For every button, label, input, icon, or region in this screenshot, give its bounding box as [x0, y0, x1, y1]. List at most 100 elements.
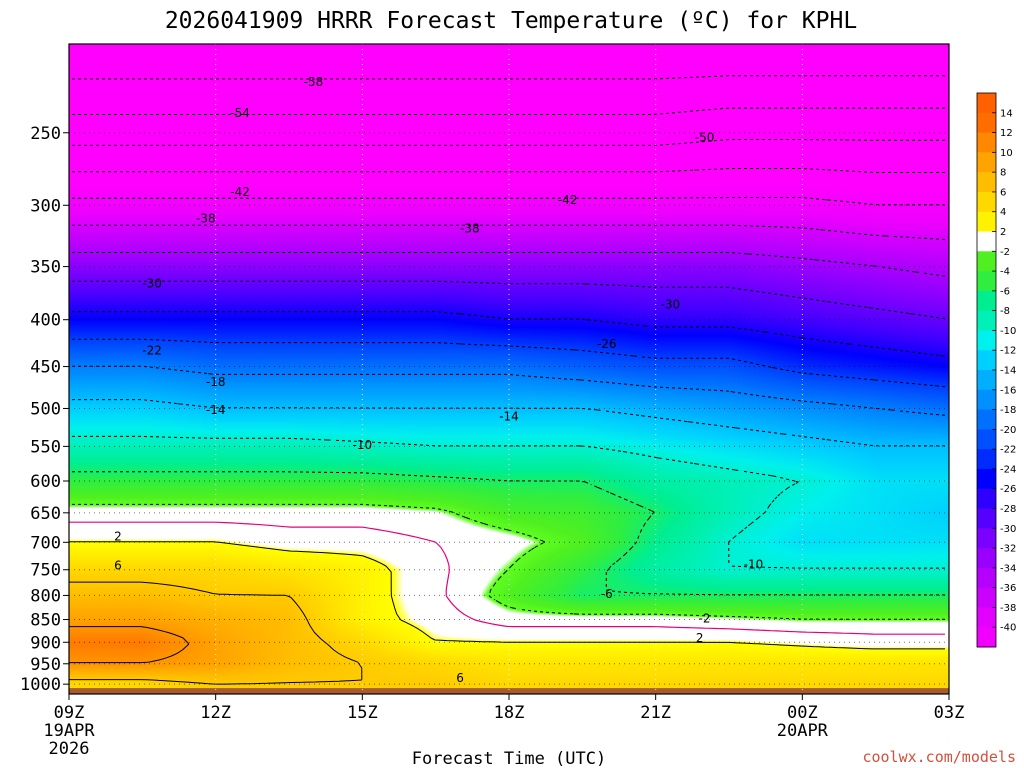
colorbar-label: 6: [1000, 187, 1006, 198]
x-tick-date-label: 19APR: [43, 721, 95, 741]
contour-label: -30: [142, 276, 162, 290]
contour-label: -50: [695, 131, 715, 145]
colorbar-label: -14: [1000, 366, 1016, 377]
colorbar-swatch: [977, 548, 996, 569]
colorbar-swatch: [977, 172, 996, 193]
ground-strip: [69, 688, 949, 694]
contour-label: -54: [230, 106, 250, 120]
y-tick-label: 550: [30, 437, 61, 457]
colorbar-label: -34: [1000, 563, 1016, 574]
colorbar-swatch: [977, 528, 996, 549]
colorbar-label: -38: [1000, 603, 1016, 614]
y-tick-label: 1000: [20, 675, 61, 695]
isotherm-contour: [69, 252, 946, 277]
isotherm-contour: [69, 541, 945, 650]
colorbar-label: -36: [1000, 583, 1016, 594]
colorbar-label: -24: [1000, 464, 1016, 475]
isotherm-contour: [69, 471, 945, 596]
colorbar-swatch: [977, 231, 996, 252]
colorbar-swatch: [977, 429, 996, 450]
contour-label: 6: [456, 671, 464, 685]
isotherm-contour: [69, 280, 946, 320]
isotherm-contour: [69, 435, 945, 569]
x-tick-label: 09Z: [54, 703, 85, 723]
colorbar-label: -18: [1000, 405, 1016, 416]
isotherm-contour: [69, 168, 945, 173]
colorbar-label: 14: [1000, 108, 1013, 119]
colorbar-label: -2: [1000, 247, 1010, 258]
colorbar-label: -12: [1000, 346, 1016, 357]
isotherm-contour: [69, 338, 946, 388]
contour-label: -2: [699, 612, 711, 626]
colorbar-label: -40: [1000, 623, 1016, 634]
colorbar-label: 4: [1000, 207, 1006, 218]
x-tick-label: 21Z: [640, 703, 671, 723]
colorbar-label: 12: [1000, 128, 1013, 139]
y-tick-label: 450: [30, 358, 61, 378]
contour-label: -26: [597, 337, 617, 351]
colorbar-label: -4: [1000, 267, 1010, 278]
x-axis-label: Forecast Time (UTC): [412, 749, 606, 768]
x-tick-label: 03Z: [934, 703, 965, 723]
y-tick-label: 500: [30, 399, 61, 419]
contour-label: -10: [353, 438, 373, 452]
y-tick-label: 650: [30, 504, 61, 524]
grid-layer: [69, 44, 949, 694]
colorbar-swatch: [977, 290, 996, 312]
colorbar-swatch: [977, 132, 996, 153]
colorbar-swatch: [977, 409, 996, 430]
x-tick-label: 00Z: [787, 703, 818, 723]
colorbar-swatch: [977, 152, 996, 173]
colorbar-label: -8: [1000, 306, 1010, 317]
y-tick-label: 350: [30, 258, 61, 278]
contour-label: 6: [114, 558, 122, 572]
colorbar-label: -28: [1000, 504, 1016, 515]
colorbar-swatch: [977, 389, 996, 411]
credit-text: coolwx.com/models: [862, 748, 1016, 766]
plot-area: -58-54-50-42-42-38-38-30-30-26-22-18-14-…: [68, 43, 950, 695]
colorbar-label: -22: [1000, 445, 1016, 456]
contour-label: -22: [142, 343, 162, 357]
x-tick-label: 18Z: [494, 703, 525, 723]
colorbar-swatch: [977, 567, 996, 589]
colorbar-label: -26: [1000, 484, 1016, 495]
colorbar-legend: 14 12 10 8 6 4 2 -2 -4 -6 -8 -10 -12 -14 -16 -18 -20 -22 -…: [976, 92, 1016, 648]
x-tick-year-label: 2026: [49, 739, 90, 759]
contour-label: -14: [499, 409, 519, 423]
isotherm-contour: [69, 311, 946, 357]
x-tick-date-label: 20APR: [777, 721, 829, 741]
contour-label: -38: [196, 211, 216, 225]
contour-label: -6: [601, 587, 613, 601]
colorbar-label: -30: [1000, 524, 1016, 535]
colorbar-swatch: [977, 191, 996, 213]
colorbar-swatch: [977, 488, 996, 509]
y-tick-label: 300: [30, 196, 61, 216]
colorbar-swatch: [977, 508, 996, 529]
isotherm-contour: [69, 503, 945, 620]
contour-label: -42: [558, 193, 578, 207]
colorbar-swatch: [977, 93, 996, 114]
contour-label-layer: -58-54-50-42-42-38-38-30-30-26-22-18-14-…: [114, 75, 763, 685]
y-tick-label: 950: [30, 655, 61, 675]
isotherm-contour: [69, 139, 945, 146]
contour-label: -10: [744, 557, 764, 571]
contour-label: -38: [460, 221, 480, 235]
colorbar-label: 8: [1000, 168, 1006, 179]
isotherm-contour: [69, 197, 946, 206]
y-tick-label: 250: [30, 124, 61, 144]
contour-layer: [69, 75, 946, 685]
y-tick-label: 750: [30, 561, 61, 581]
contour-label: -58: [304, 75, 324, 89]
colorbar-swatch: [977, 587, 996, 608]
colorbar-swatch: [977, 607, 996, 628]
y-tick-label: 800: [30, 586, 61, 606]
contour-label: -18: [206, 375, 226, 389]
colorbar-label: -32: [1000, 544, 1016, 555]
isotherm-contour: [69, 107, 945, 115]
isotherm-contour: [69, 224, 946, 241]
isotherm-contour: [69, 365, 946, 416]
y-tick-label: 900: [30, 633, 61, 653]
x-tick-label: 15Z: [347, 703, 378, 723]
